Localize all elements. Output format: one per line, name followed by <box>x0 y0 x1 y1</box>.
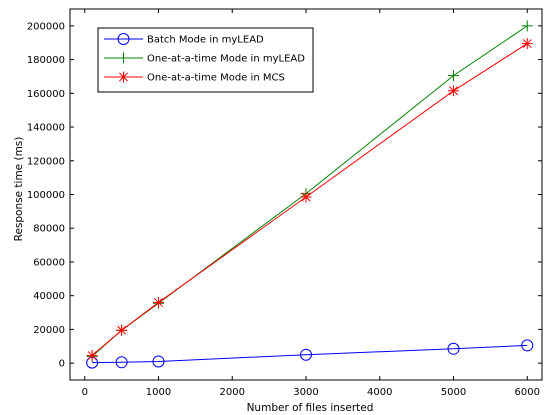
y-tick-label: 60000 <box>33 257 65 268</box>
legend-marker <box>117 33 130 45</box>
y-tick-label: 180000 <box>27 55 65 66</box>
y-tick-label: 20000 <box>33 325 65 336</box>
series-1 <box>86 339 534 369</box>
y-tick-label: 80000 <box>33 224 65 235</box>
y-tick-label: 40000 <box>33 291 65 302</box>
marker-stroke <box>154 297 163 307</box>
marker-stroke <box>301 192 311 202</box>
series-line <box>92 344 528 364</box>
data-point <box>300 348 312 361</box>
legend-label: One-at-a-time Mode in myLEAD <box>147 54 305 65</box>
marker-stroke <box>449 86 458 96</box>
series-line <box>91 43 528 356</box>
legend-label: One-at-a-time Mode in MCS <box>147 73 285 84</box>
x-tick-label: 3000 <box>293 387 318 398</box>
series-group <box>86 20 534 369</box>
legend-item-2: One-at-a-time Mode in myLEAD <box>104 52 305 65</box>
legend-item-1: Batch Mode in myLEAD <box>104 33 264 46</box>
marker-stroke <box>117 325 127 335</box>
data-point <box>300 191 312 203</box>
data-point <box>152 355 165 368</box>
data-point <box>153 296 164 308</box>
data-point <box>86 350 98 362</box>
data-point <box>448 70 459 82</box>
x-tick-label: 1000 <box>146 387 171 398</box>
x-tick-label: 2000 <box>220 387 245 398</box>
data-point <box>521 20 533 32</box>
x-axis-title: Number of files inserted <box>247 402 374 414</box>
y-tick-label: 0 <box>59 359 65 370</box>
data-point <box>521 38 533 50</box>
legend: Batch Mode in myLEAD One-at-a-time Mode i… <box>97 27 314 93</box>
marker-stroke <box>522 39 532 49</box>
legend-marker <box>118 52 129 64</box>
y-axis-title: Response time (ms) <box>13 137 25 242</box>
data-point <box>116 324 128 336</box>
data-point <box>521 339 534 352</box>
legend-label: Batch Mode in myLEAD <box>147 35 264 46</box>
y-tick-label: 100000 <box>27 190 65 201</box>
series-3 <box>86 38 533 362</box>
y-tick-label: 200000 <box>27 21 65 32</box>
x-tick-label: 4000 <box>367 387 392 398</box>
x-tick-label: 6000 <box>515 387 540 398</box>
marker-stroke <box>119 72 128 82</box>
data-point <box>447 342 460 355</box>
legend-item-3: One-at-a-time Mode in MCS <box>104 71 285 84</box>
y-tick-label: 140000 <box>27 123 65 134</box>
data-point <box>448 85 459 97</box>
marker-stroke <box>87 351 97 361</box>
x-tick-label: 0 <box>82 387 88 398</box>
legend-marker <box>118 71 129 83</box>
y-tick-label: 160000 <box>27 89 65 100</box>
y-tick-label: 120000 <box>27 156 65 167</box>
data-point <box>115 356 128 369</box>
x-tick-label: 5000 <box>441 387 466 398</box>
